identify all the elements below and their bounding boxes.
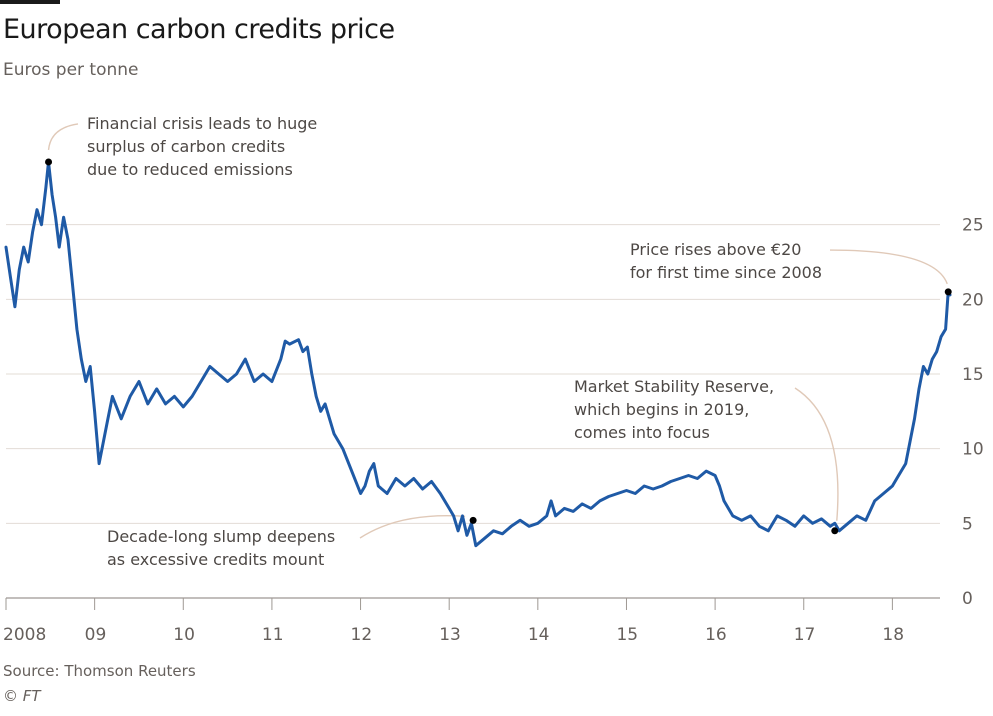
annotation-line: which begins in 2019, xyxy=(574,400,749,419)
chart-title: European carbon credits price xyxy=(3,14,395,45)
x-axis: 2008 09 10 11 12 13 14 15 16 17 18 xyxy=(3,597,940,645)
event-marker xyxy=(944,288,952,296)
y-tick-label: 25 xyxy=(962,216,984,236)
x-tick-label: 13 xyxy=(439,625,461,645)
header-accent-bar xyxy=(0,0,60,4)
event-marker xyxy=(45,158,53,166)
source-note: Source: Thomson Reuters xyxy=(3,662,196,680)
annotation-line: due to reduced emissions xyxy=(87,160,293,179)
price-line xyxy=(4,160,952,548)
series xyxy=(4,160,952,548)
chart-subtitle: Euros per tonne xyxy=(3,60,139,80)
annotation-line: Decade-long slump deepens xyxy=(107,527,335,546)
event-marker xyxy=(831,527,839,535)
annotation-line: comes into focus xyxy=(574,423,710,442)
y-tick-label: 15 xyxy=(962,365,984,385)
annotations: Financial crisis leads to huge surplus of… xyxy=(87,114,822,569)
annotation-line: Financial crisis leads to huge xyxy=(87,114,317,133)
x-tick-label: 11 xyxy=(262,625,284,645)
x-tick-label: 10 xyxy=(173,625,195,645)
x-tick-label: 12 xyxy=(351,625,373,645)
y-tick-label: 5 xyxy=(962,514,973,534)
x-tick-label: 2008 xyxy=(3,625,46,645)
annotation-arrow xyxy=(359,515,466,539)
annotation-text: Financial crisis leads to huge surplus of… xyxy=(87,114,317,179)
x-tick-label: 16 xyxy=(705,625,727,645)
x-tick-label: 18 xyxy=(882,625,904,645)
annotation-arrow xyxy=(47,123,79,151)
y-tick-label: 20 xyxy=(962,290,984,310)
annotation-line: Price rises above €20 xyxy=(630,240,801,259)
annotation-text: Market Stability Reserve, which begins in… xyxy=(574,377,774,442)
event-marker xyxy=(469,516,477,524)
annotation-arrows xyxy=(47,123,948,539)
x-tick-label: 14 xyxy=(528,625,550,645)
annotation-line: Market Stability Reserve, xyxy=(574,377,774,396)
y-tick-label: 10 xyxy=(962,440,984,460)
x-tick-label: 15 xyxy=(616,625,638,645)
x-tick-label: 17 xyxy=(794,625,816,645)
x-tick-label: 09 xyxy=(85,625,107,645)
y-tick-label: 0 xyxy=(962,589,973,609)
y-axis: 0 5 10 15 20 25 xyxy=(962,216,984,609)
markers xyxy=(45,158,952,535)
annotation-line: for first time since 2008 xyxy=(630,263,822,282)
annotation-arrow xyxy=(829,249,948,285)
copyright-note: © FT xyxy=(3,687,41,705)
annotation-text: Decade-long slump deepens as excessive cr… xyxy=(107,527,335,569)
annotation-text: Price rises above €20 for first time sinc… xyxy=(630,240,822,282)
annotation-arrow xyxy=(794,387,839,521)
annotation-line: as excessive credits mount xyxy=(107,550,324,569)
annotation-line: surplus of carbon credits xyxy=(87,137,285,156)
